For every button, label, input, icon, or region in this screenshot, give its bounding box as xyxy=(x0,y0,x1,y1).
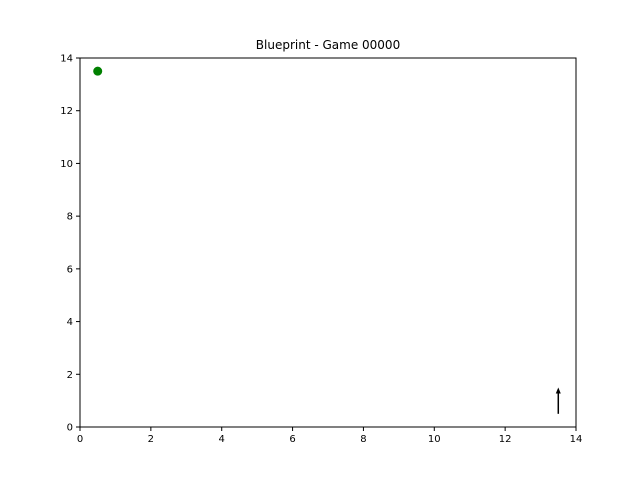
x-tick-label: 6 xyxy=(289,434,295,445)
x-tick-label: 4 xyxy=(219,434,225,445)
y-tick-label: 2 xyxy=(67,370,73,381)
x-tick-label: 0 xyxy=(77,434,83,445)
x-axis: 0 2 4 6 8 10 12 14 xyxy=(77,427,583,445)
x-tick-label: 2 xyxy=(148,434,154,445)
direction-arrow xyxy=(555,387,561,414)
x-tick-label: 8 xyxy=(360,434,366,445)
arrow-head xyxy=(555,387,561,394)
x-tick-label: 12 xyxy=(499,434,512,445)
y-tick-label: 4 xyxy=(67,317,73,328)
x-tick-label: 14 xyxy=(570,434,583,445)
y-tick-label: 8 xyxy=(67,212,73,223)
y-axis: 0 2 4 6 8 10 12 14 xyxy=(60,54,80,434)
y-tick-label: 0 xyxy=(67,423,73,434)
plot-frame xyxy=(79,57,577,428)
player-marker xyxy=(93,66,103,76)
y-tick-label: 12 xyxy=(60,106,73,117)
y-tick-label: 10 xyxy=(60,159,73,170)
x-tick-label: 10 xyxy=(428,434,441,445)
plot-title: Blueprint - Game 00000 xyxy=(256,38,400,52)
plot-marks xyxy=(93,66,561,414)
y-tick-label: 14 xyxy=(60,54,73,65)
y-tick-label: 6 xyxy=(67,264,73,275)
